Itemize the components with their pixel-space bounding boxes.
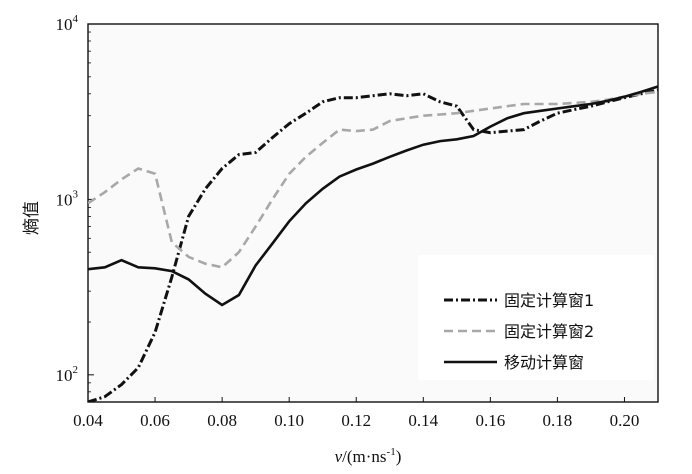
y-tick-base: 10 — [56, 366, 73, 385]
legend: 固定计算窗1 固定计算窗2 移动计算窗 — [418, 255, 654, 380]
x-tick-label: 0.06 — [140, 411, 170, 430]
legend-box — [418, 255, 654, 380]
x-axis-label-unit: /(m·ns — [342, 447, 386, 466]
x-tick-label: 0.12 — [341, 411, 371, 430]
y-tick-label: 103 — [56, 188, 79, 209]
legend-label-3: 移动计算窗 — [504, 353, 584, 372]
legend-label-1: 固定计算窗1 — [504, 291, 594, 310]
y-tick-exp: 3 — [73, 188, 79, 200]
x-tick-label: 0.18 — [543, 411, 573, 430]
x-tick-label: 0.20 — [610, 411, 640, 430]
x-axis-label-var: v — [335, 447, 343, 466]
series-line-2 — [88, 90, 658, 269]
x-tick-label: 0.16 — [475, 411, 505, 430]
x-tick-label: 0.10 — [274, 411, 304, 430]
series-line-3 — [88, 85, 658, 307]
series-layer — [88, 85, 658, 402]
y-tick-base: 10 — [56, 15, 73, 34]
series-line-1 — [88, 88, 658, 402]
y-tick-label: 102 — [56, 364, 79, 385]
y-tick-label: 104 — [56, 13, 79, 34]
x-tick-label: 0.14 — [408, 411, 438, 430]
x-axis-label: v/(m·ns-1) — [335, 446, 402, 466]
x-axis-label-close: ) — [396, 447, 402, 466]
y-tick-exp: 2 — [73, 364, 79, 376]
x-axis-label-exp: -1 — [387, 446, 396, 458]
y-tick-exp: 4 — [73, 13, 79, 25]
x-axis-ticks: 0.04 0.06 0.08 0.10 0.12 0.14 0.16 0.18 0.20 — [73, 397, 639, 430]
y-tick-base: 10 — [56, 190, 73, 209]
y-axis-label: 熵值 — [22, 201, 42, 235]
x-tick-label: 0.08 — [207, 411, 237, 430]
x-tick-label: 0.04 — [73, 411, 103, 430]
legend-label-2: 固定计算窗2 — [504, 322, 594, 341]
